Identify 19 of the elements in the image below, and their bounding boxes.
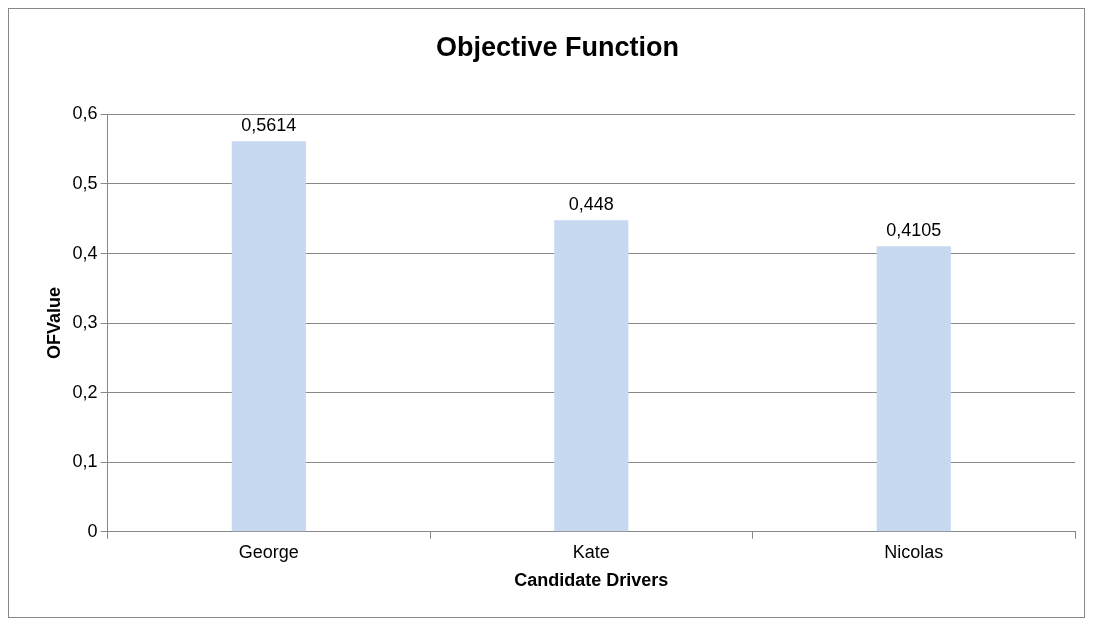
bar xyxy=(554,220,629,532)
x-tick-label: Nicolas xyxy=(884,541,944,562)
data-label: 0,448 xyxy=(568,194,614,215)
y-tick-label: 0,1 xyxy=(72,451,98,472)
y-tick-label: 0,2 xyxy=(72,381,98,402)
bar xyxy=(231,141,306,532)
y-tick-label: 0,3 xyxy=(72,312,98,333)
x-axis-title: Candidate Drivers xyxy=(514,570,669,591)
bar xyxy=(876,246,951,532)
y-tick-label: 0,4 xyxy=(72,242,98,263)
y-tick-label: 0 xyxy=(87,520,98,541)
x-tick-label: George xyxy=(238,541,299,562)
data-label: 0,4105 xyxy=(886,220,942,241)
chart-title: Objective Function xyxy=(435,31,680,62)
data-label: 0,5614 xyxy=(241,115,297,136)
x-tick-label: Kate xyxy=(572,541,610,562)
y-tick-label: 0,5 xyxy=(72,172,98,193)
y-tick-label: 0,6 xyxy=(72,103,98,124)
y-axis-title: OFValue xyxy=(43,287,64,360)
